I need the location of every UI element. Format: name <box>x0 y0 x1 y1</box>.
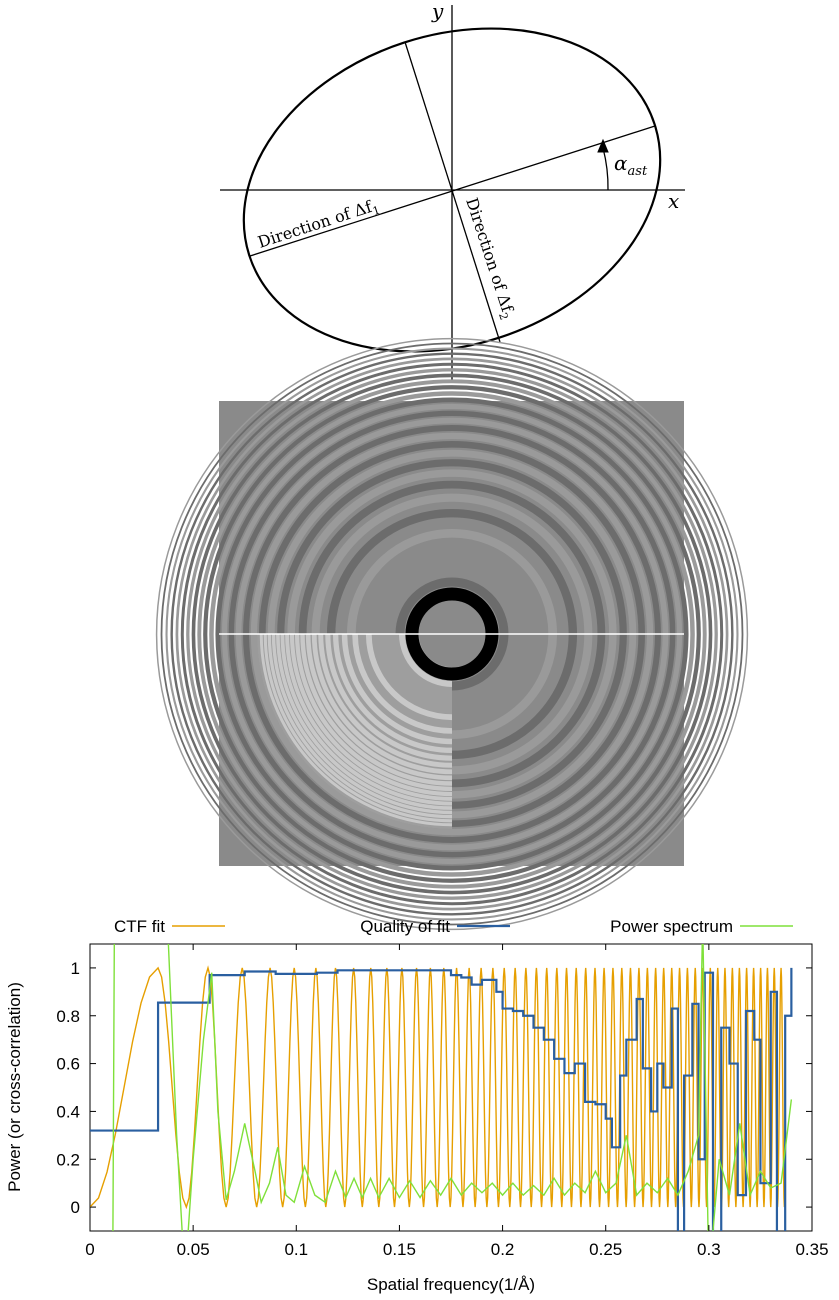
series-line <box>90 965 786 1210</box>
x-axis-title: Spatial frequency(1/Å) <box>367 1275 535 1294</box>
df1-subscript: 1 <box>371 203 382 218</box>
alpha-label: αast <box>614 151 648 179</box>
ellipse-diagram <box>220 5 685 380</box>
ring <box>191 373 713 895</box>
ring <box>186 368 718 900</box>
angle-arc <box>602 147 609 191</box>
sim-ring <box>280 633 453 806</box>
sim-ring <box>365 633 453 721</box>
ring <box>197 379 707 889</box>
ellipse <box>242 27 662 353</box>
x-tick-label: 0.1 <box>284 1240 308 1259</box>
df2-text: Direction of Δf <box>462 195 517 315</box>
sim-ring <box>305 633 453 781</box>
power-spectrum-image <box>155 337 749 931</box>
ring <box>175 357 729 911</box>
ring <box>203 385 701 883</box>
x-tick-label: 0.15 <box>383 1240 416 1259</box>
sim-ring <box>276 633 453 810</box>
series-line <box>90 967 793 1231</box>
df1-text: Direction of Δf <box>255 197 375 252</box>
ring <box>155 337 749 931</box>
y-label: y <box>431 0 444 23</box>
sim-ring <box>325 633 453 761</box>
plot-frame <box>89 943 813 1232</box>
y-tick-label: 0.6 <box>56 1055 80 1074</box>
sim-ring <box>399 633 453 687</box>
sim-ring <box>267 633 453 819</box>
ring <box>165 347 739 921</box>
sim-ring <box>294 633 453 792</box>
ring <box>170 352 734 916</box>
sim-ring <box>289 633 453 797</box>
x-label: x <box>668 189 679 213</box>
sim-ring <box>352 633 453 734</box>
ring <box>209 391 695 877</box>
plot-area <box>90 944 793 1231</box>
legend-label: Quality of fit <box>360 917 450 936</box>
series-line <box>112 944 793 1231</box>
x-tick-label: 0.3 <box>697 1240 721 1259</box>
y-tick-label: 0.8 <box>56 1007 80 1026</box>
y-axis-title: Power (or cross-correlation) <box>5 982 24 1192</box>
y-tick-label: 0.2 <box>56 1150 80 1169</box>
ring <box>215 397 689 871</box>
legend-label: Power spectrum <box>610 917 733 936</box>
alpha-symbol: α <box>614 151 628 175</box>
y-tick-label: 0 <box>71 1198 80 1217</box>
y-tick-label: 0.4 <box>56 1102 80 1121</box>
sim-ring <box>311 633 453 775</box>
ring <box>160 342 744 926</box>
df2-subscript: 2 <box>496 311 511 322</box>
sim-ring <box>332 633 453 754</box>
x-tick-label: 0.35 <box>795 1240 828 1259</box>
sim-ring <box>259 633 453 827</box>
sim-ring <box>263 633 453 823</box>
sim-ring <box>300 633 453 786</box>
y-tick-label: 1 <box>71 959 80 978</box>
df2-label: Direction of Δf2 <box>459 195 519 321</box>
x-tick-label: 0.2 <box>491 1240 515 1259</box>
minor-axis <box>404 41 501 343</box>
x-tick-label: 0 <box>85 1240 94 1259</box>
alpha-subscript: ast <box>628 164 648 179</box>
arrow-head <box>597 138 609 153</box>
sim-ring <box>318 633 453 768</box>
sim-ring <box>341 633 453 745</box>
df1-label: Direction of Δf1 <box>255 195 381 255</box>
ring <box>180 362 724 906</box>
sim-ring <box>285 633 453 801</box>
legend-label: CTF fit <box>114 917 165 936</box>
x-tick-label: 0.05 <box>177 1240 210 1259</box>
x-tick-label: 0.25 <box>589 1240 622 1259</box>
sim-ring <box>271 633 453 815</box>
